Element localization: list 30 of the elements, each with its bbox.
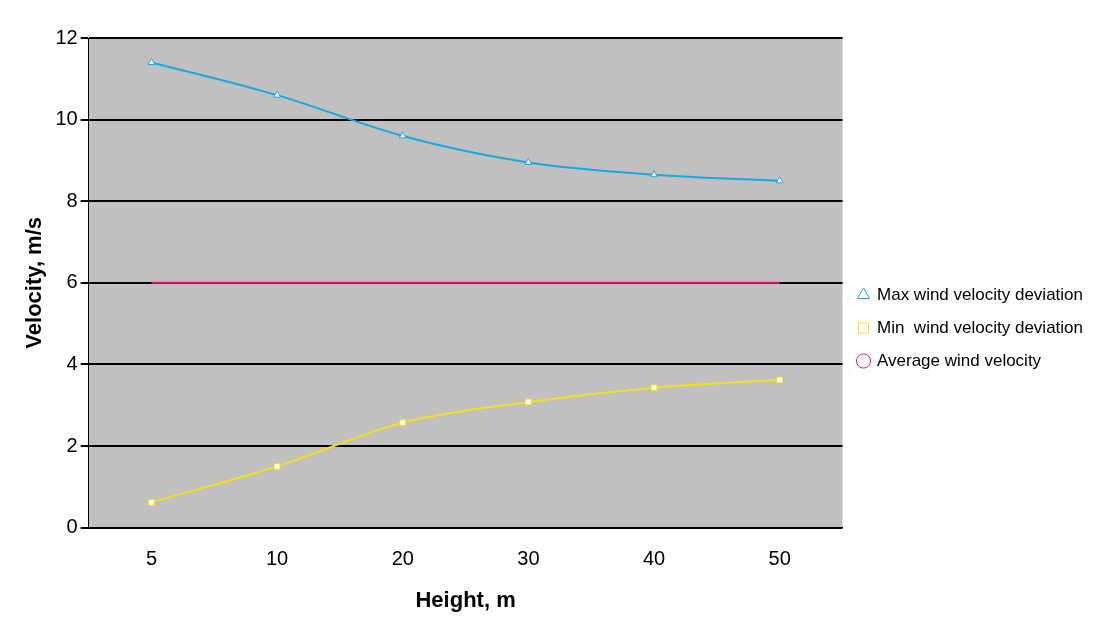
point	[273, 90, 282, 98]
y-tick-label: 4	[66, 351, 78, 374]
point	[147, 57, 156, 65]
y-tick-label: 6	[66, 270, 78, 293]
legend-label: Min wind velocity deviation	[877, 317, 1083, 337]
x-tick-label: 5	[145, 547, 158, 570]
point	[776, 376, 784, 384]
point	[148, 498, 155, 506]
x-tick-label: 10	[265, 547, 289, 570]
point	[775, 176, 784, 184]
x-tick-label: 40	[642, 547, 666, 570]
point	[398, 131, 407, 139]
y-tick-label: 2	[66, 433, 78, 456]
x-tick-label: 20	[391, 547, 414, 570]
x-axis-title: Height, m	[415, 586, 516, 612]
point	[650, 170, 659, 178]
point	[525, 398, 532, 406]
y-tick-label: 10	[55, 107, 78, 130]
legend-label: Average wind velocity	[877, 350, 1042, 370]
x-tick-label: 50	[768, 547, 791, 570]
y-tick-label: 8	[66, 188, 78, 211]
point	[524, 157, 533, 165]
x-tick-label: 30	[517, 547, 540, 570]
legend-label: Max wind velocity deviation	[877, 284, 1083, 304]
y-tick-label: 0	[66, 515, 78, 538]
y-axis-title: Velocity, m/s	[21, 216, 47, 349]
point	[399, 419, 407, 427]
point	[273, 463, 281, 470]
point	[650, 384, 658, 391]
y-tick-label: 12	[55, 25, 78, 48]
